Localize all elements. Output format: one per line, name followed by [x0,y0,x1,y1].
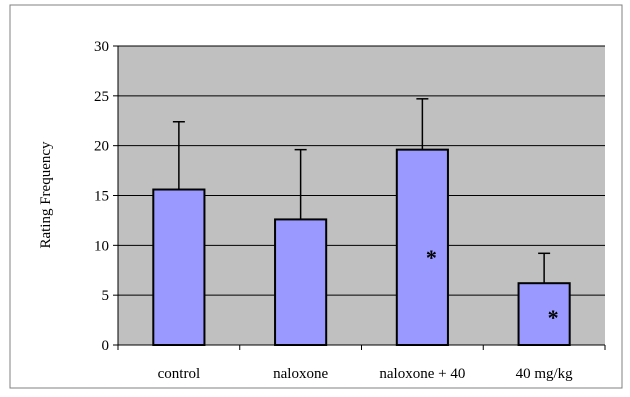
y-tick-label: 0 [102,338,110,354]
bars: ** [152,98,571,346]
tick-labels: 0 5 10 15 20 25 30 control naloxone naloxone + 40… [94,39,573,382]
x-tick-label: control [158,366,201,382]
y-tick-label: 20 [94,139,109,155]
y-tick-label: 10 [94,238,109,254]
bar-naloxone-40 [395,148,449,346]
x-tick-label: 40 mg/kg [516,366,574,382]
y-tick-label: 5 [102,288,110,304]
y-axis-label: Rating Frequency [38,141,54,249]
bar-control [152,188,206,346]
significance-marker: * [548,305,559,330]
y-tick-label: 15 [94,189,109,205]
bar-40-mg-kg [517,282,571,346]
x-tick-label: naloxone + 40 [379,366,465,382]
bar-naloxone [274,218,328,346]
significance-marker: * [426,245,437,270]
y-tick-label: 25 [94,89,109,105]
y-tick-label: 30 [94,39,109,55]
x-tick-label: naloxone [273,366,328,382]
